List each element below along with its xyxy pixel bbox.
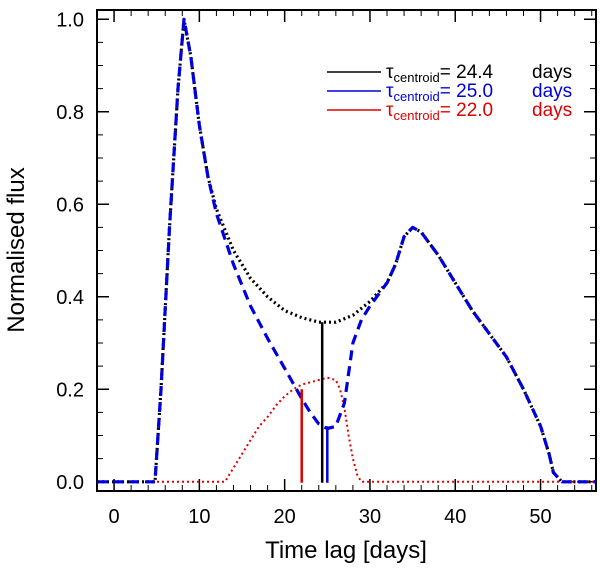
y-axis-label: Normalised flux [3, 167, 30, 332]
x-tick-label: 30 [359, 506, 381, 528]
x-tick-label: 20 [274, 506, 296, 528]
y-tick-label: 0.2 [56, 379, 84, 401]
legend: τcentroid= 24.4 days τcentroid= 25.0 days τc… [327, 62, 572, 123]
legend-unit: days [532, 81, 572, 102]
y-tick-label: 0.8 [56, 102, 84, 124]
x-tick-label: 10 [188, 506, 210, 528]
x-tick-label: 50 [529, 506, 551, 528]
x-tick-label: 0 [108, 506, 119, 528]
tick-labels: 0 10 20 30 40 50 0.0 0.2 0.4 0.6 0.8 1.0 [56, 9, 551, 528]
series-layer [97, 17, 596, 484]
series-line-broad [97, 17, 596, 484]
series-line-total [97, 17, 596, 484]
legend-entry: τcentroid= 22.0 [386, 100, 493, 123]
legend-unit: days [532, 100, 572, 121]
y-tick-label: 0.6 [56, 194, 84, 216]
legend-entry: τcentroid= 25.0 [386, 81, 493, 104]
y-tick-label: 1.0 [56, 9, 84, 31]
x-axis-label: Time lag [days] [265, 537, 427, 564]
centroid-layer [300, 322, 329, 483]
x-tick-label: 40 [444, 506, 466, 528]
legend-entry: τcentroid= 24.4 [386, 62, 494, 85]
plot-frame [96, 9, 597, 492]
legend-unit: days [532, 62, 572, 83]
y-tick-label: 0.4 [56, 287, 84, 309]
series-line-narrow [97, 376, 596, 483]
axis-ticks [97, 10, 596, 491]
y-tick-label: 0.0 [56, 472, 84, 494]
